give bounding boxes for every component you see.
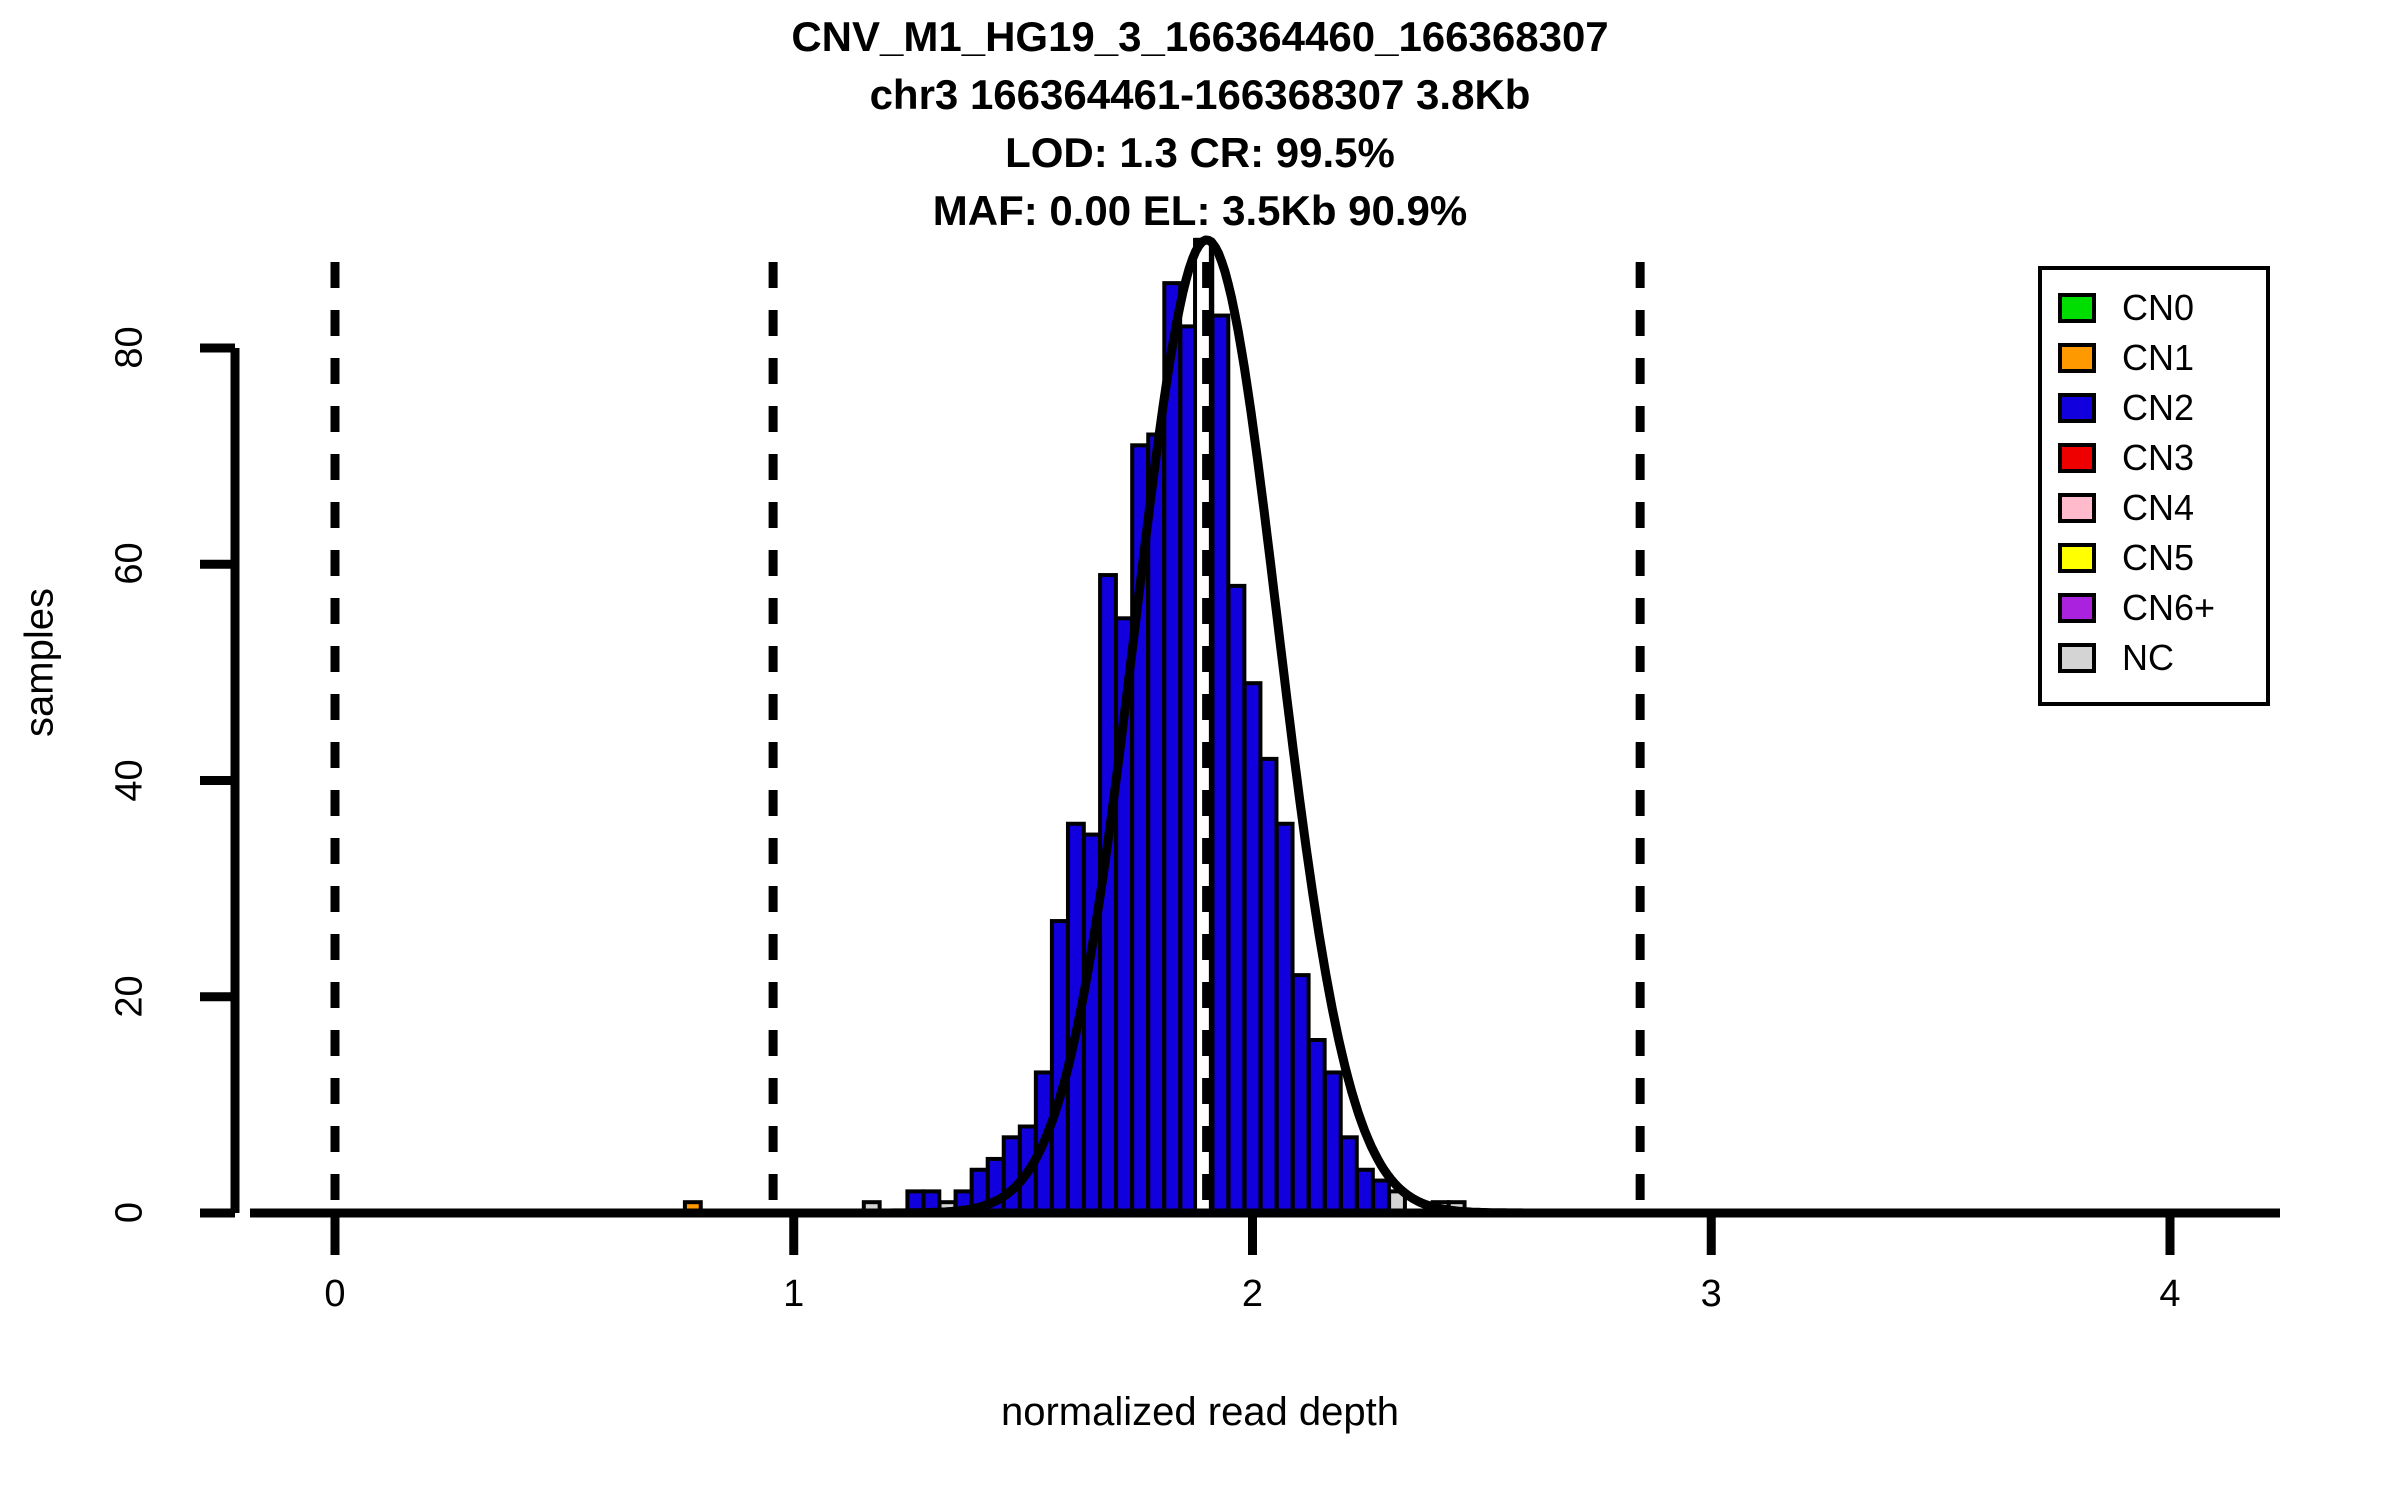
- histogram-bar: [1226, 583, 1247, 1216]
- y-tick-label: 60: [108, 542, 151, 585]
- legend-swatch-icon: [2058, 543, 2096, 573]
- legend-label: CN1: [2122, 337, 2195, 378]
- chart-title-block: CNV_M1_HG19_3_166364460_166368307 chr3 1…: [0, 8, 2400, 240]
- histogram-bar: [1322, 1070, 1343, 1215]
- legend-swatch-icon: [2058, 643, 2096, 673]
- legend-item-cn6plus[interactable]: CN6+: [2058, 586, 2215, 630]
- legend-swatch-icon: [2058, 393, 2096, 423]
- x-tick-label: 1: [783, 1273, 805, 1315]
- x-axis-label: normalized read depth: [1000, 1390, 1400, 1434]
- legend-swatch-icon: [2058, 293, 2096, 323]
- histogram-bar: [1371, 1178, 1391, 1216]
- histogram-bar: [1193, 237, 1213, 1216]
- histogram-bar: [1274, 821, 1295, 1215]
- legend-item-cn0[interactable]: CN0: [2058, 286, 2194, 330]
- y-tick-label: 20: [108, 975, 151, 1018]
- histogram-bar: [1258, 756, 1279, 1216]
- title-line-3: LOD: 1.3 CR: 99.5%: [1005, 129, 1395, 176]
- legend-swatch-icon: [2058, 443, 2096, 473]
- x-tick-label: 0: [324, 1273, 346, 1315]
- histogram-bar: [1290, 973, 1311, 1216]
- legend-swatch-icon: [2058, 493, 2096, 523]
- legend-item-cn2[interactable]: CN2: [2058, 386, 2194, 430]
- histogram-bar: [1210, 313, 1231, 1215]
- legend-swatch-icon: [2058, 593, 2096, 623]
- histogram-bar: [1242, 681, 1263, 1215]
- y-tick-label: 40: [108, 758, 151, 802]
- legend-swatch-icon: [2058, 343, 2096, 373]
- legend-label: CN0: [2122, 287, 2195, 328]
- legend-label: NC: [2122, 637, 2174, 678]
- x-tick-label: 2: [1241, 1273, 1264, 1315]
- histogram-bar: [1354, 1167, 1375, 1215]
- y-tick-label: 0: [108, 1201, 151, 1224]
- legend-item-nc[interactable]: NC: [2058, 636, 2174, 680]
- histogram-bar: [1306, 1038, 1327, 1215]
- histogram-bar: [1146, 432, 1167, 1215]
- title-line-4: MAF: 0.00 EL: 3.5Kb 90.9%: [932, 187, 1468, 234]
- legend-label: CN4: [2122, 487, 2195, 528]
- x-tick-label: 3: [1700, 1273, 1722, 1315]
- title-line-2: chr3 166364461-166368307 3.8Kb: [869, 71, 1531, 118]
- x-tick-label: 4: [2159, 1273, 2181, 1315]
- legend-label: CN6+: [2122, 587, 2216, 628]
- y-tick-label: 80: [108, 326, 151, 369]
- legend-label: CN3: [2122, 437, 2195, 478]
- histogram-bar: [1162, 281, 1183, 1216]
- title-line-1: CNV_M1_HG19_3_166364460_166368307: [791, 13, 1609, 60]
- histogram-bar: [1338, 1135, 1359, 1216]
- legend: CN0 CN1 CN2 CN3 CN4 CN5 CN6+ NC: [2038, 266, 2270, 706]
- legend-label: CN2: [2122, 387, 2195, 428]
- legend-label: CN5: [2122, 537, 2195, 578]
- histogram-bar: [1001, 1135, 1022, 1216]
- legend-item-cn1[interactable]: CN1: [2058, 336, 2194, 380]
- legend-item-cn4[interactable]: CN4: [2058, 486, 2194, 530]
- legend-item-cn3[interactable]: CN3: [2058, 436, 2194, 480]
- legend-item-cn5[interactable]: CN5: [2058, 536, 2194, 580]
